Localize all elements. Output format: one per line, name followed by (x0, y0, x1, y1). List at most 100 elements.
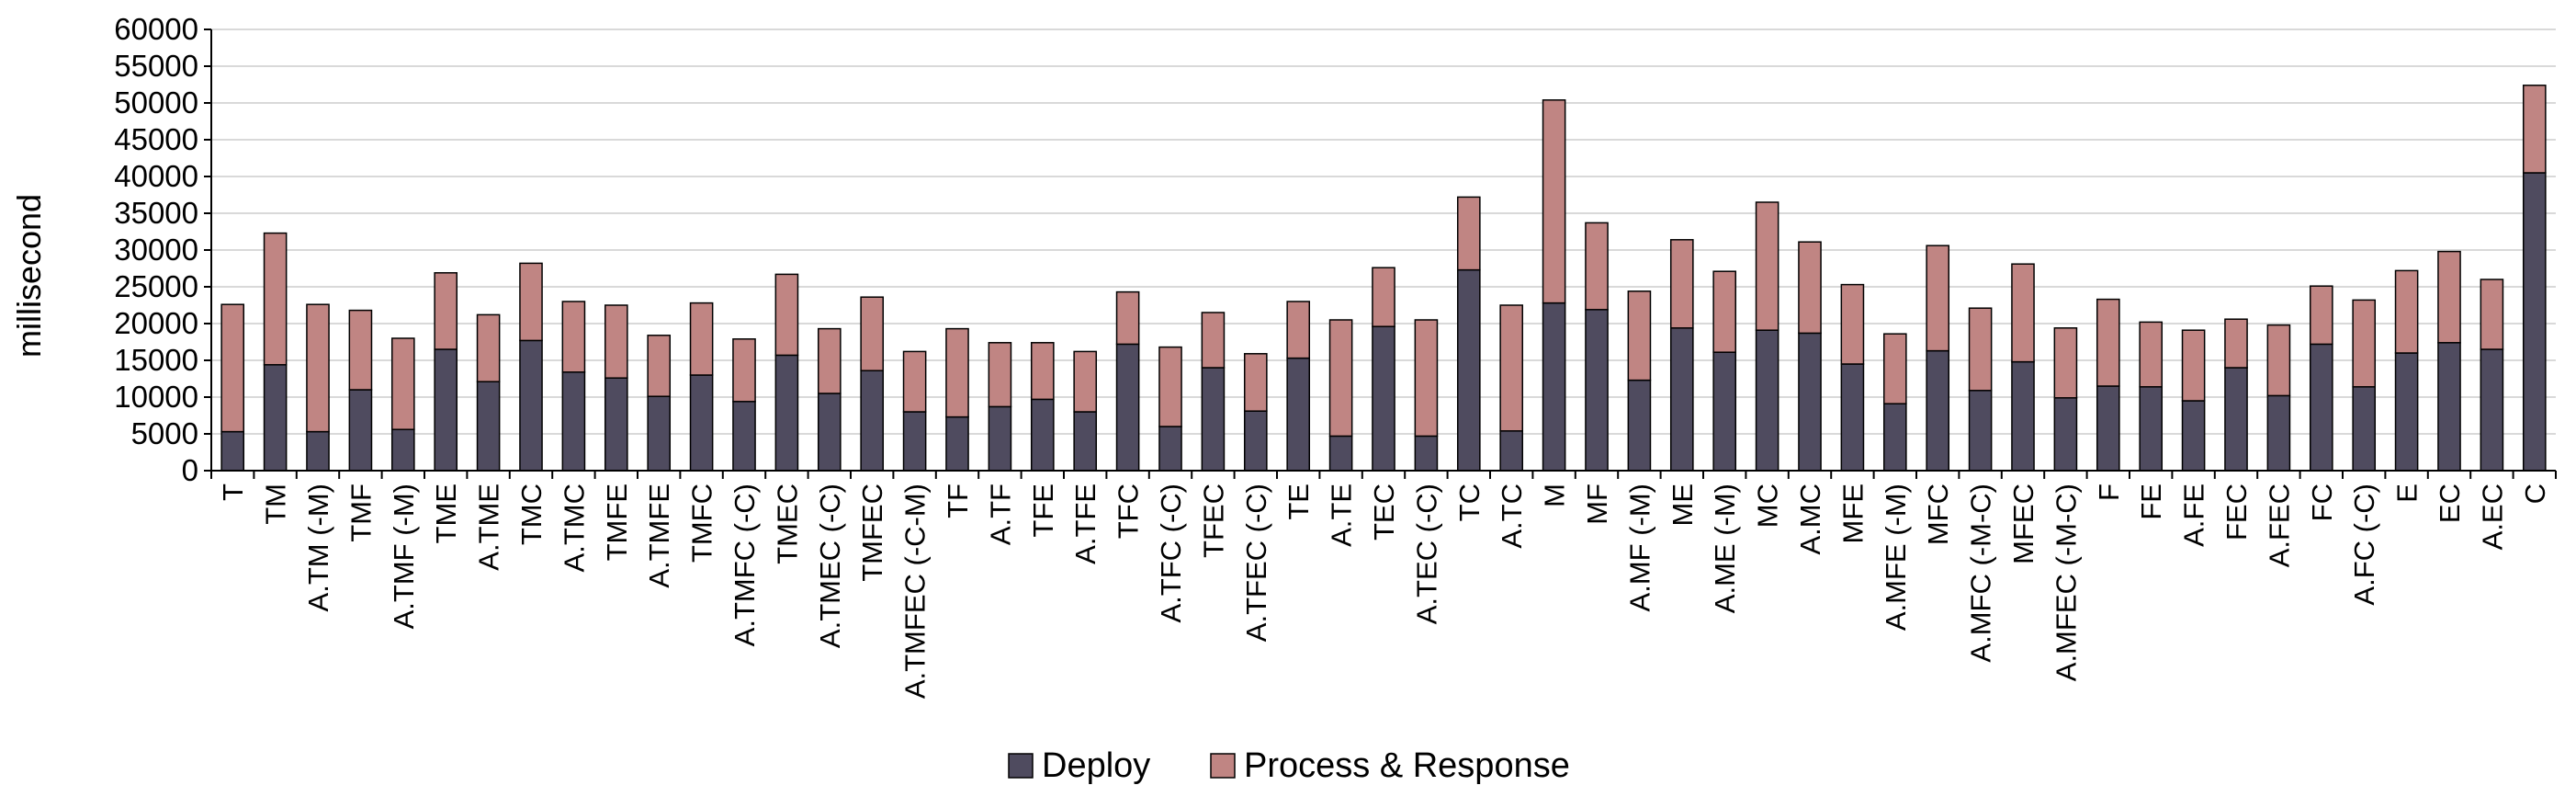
bar-deploy-a-mf-m (1627, 379, 1652, 472)
bar-process-response-tf (945, 327, 969, 418)
bar-process-response-m (1542, 99, 1566, 304)
bar-deploy-tmfc (689, 374, 714, 472)
y-tick-label: 25000 (114, 269, 198, 303)
bar-process-response-a-tmf-m (390, 337, 415, 430)
bar-deploy-fe (2139, 386, 2164, 472)
x-tick-label-tme: TME (430, 484, 462, 543)
bar-process-response-tc (1456, 196, 1481, 271)
bar-deploy-tmf (348, 389, 373, 472)
bar-deploy-mf (1585, 309, 1609, 472)
y-tick-labels: 0500010000150002000025000300003500040000… (114, 12, 198, 487)
bar-process-response-tm (263, 232, 288, 366)
bar-process-response-tfec (1201, 312, 1226, 369)
bar-deploy-fec (2224, 367, 2248, 472)
bar-process-response-a-mfc-m-c (1968, 307, 1993, 392)
bar-deploy-ec (2437, 342, 2461, 472)
bar-deploy-a-ec (2480, 348, 2504, 472)
bar-process-response-a-fec (2266, 324, 2291, 397)
bar-process-response-c (2522, 85, 2547, 174)
bar-process-response-a-tec-c (1414, 319, 1439, 438)
bar-process-response-me (1669, 239, 1694, 329)
x-tick-label-a-tmfec-c-m: A.TMFEC (-C-M) (899, 484, 932, 699)
bar-process-response-a-fc-c (2352, 299, 2377, 388)
x-tick-label-mc: MC (1752, 484, 1784, 528)
x-tick-label-a-tmfc-c: A.TMFC (-C) (729, 484, 761, 646)
bar-deploy-a-tmec-c (817, 393, 842, 472)
bar-process-response-f (2096, 298, 2120, 387)
bar-process-response-ec (2437, 250, 2461, 344)
bar-process-response-a-tfec-c (1243, 353, 1268, 412)
x-tick-label-tfe: TFE (1027, 484, 1059, 538)
bar-process-response-a-tfe (1073, 350, 1098, 413)
bar-deploy-a-tmf-m (390, 428, 415, 472)
legend-label-deploy: Deploy (1042, 746, 1150, 785)
x-tick-label-m: M (1539, 484, 1571, 507)
bar-process-response-tmfec (860, 296, 885, 371)
bar-deploy-a-fc-c (2352, 386, 2377, 472)
bar-deploy-a-mfc-m-c (1968, 390, 1993, 472)
bar-deploy-a-mc (1798, 332, 1822, 472)
bar-deploy-a-te (1328, 435, 1353, 472)
bar-deploy-a-mfe-m (1882, 403, 1907, 472)
bar-deploy-tm (263, 364, 288, 472)
x-tick-label-a-fec: A.FEC (2263, 484, 2295, 567)
x-tick-label-a-tmfe: A.TMFE (643, 484, 675, 588)
bar-process-response-te (1286, 301, 1311, 359)
y-tick-label: 5000 (131, 416, 198, 450)
x-tick-label-t: T (217, 484, 249, 501)
y-axis-title: millisecond (10, 194, 48, 358)
bar-deploy-a-tfec-c (1243, 410, 1268, 472)
y-tick-label: 20000 (114, 306, 198, 340)
legend-label-process-response: Process & Response (1244, 746, 1570, 785)
y-tick-label: 45000 (114, 122, 198, 156)
x-tick-label-te: TE (1282, 484, 1315, 520)
x-tick-label-a-tfc-c: A.TFC (-C) (1155, 484, 1187, 623)
bar-deploy-a-me-m (1712, 351, 1737, 472)
x-tick-label-a-tme: A.TME (473, 484, 505, 571)
bar-deploy-tf (945, 415, 969, 472)
bar-deploy-a-tm-m (306, 430, 330, 472)
bar-deploy-tmfec (860, 370, 885, 472)
bar-process-response-a-tm-m (306, 303, 330, 433)
bar-process-response-a-mfec-m-c (2053, 327, 2078, 399)
bar-process-response-a-me-m (1712, 270, 1737, 353)
bars (220, 85, 2547, 472)
bar-deploy-a-tmfec-c-m (902, 411, 927, 472)
x-tick-labels: T TM A.TM (-M) TMF A.TMF (-M) TME A.TME TMC A.TM… (217, 484, 2551, 699)
bar-deploy-a-tmc (561, 371, 586, 472)
bar-process-response-a-mfe-m (1882, 333, 1907, 404)
x-tick-label-tec: TEC (1368, 484, 1400, 541)
y-tick-label: 10000 (114, 380, 198, 414)
bar-deploy-a-tec-c (1414, 435, 1439, 472)
bar-process-response-tmfe (604, 304, 628, 379)
bar-process-response-fe (2139, 321, 2164, 388)
bar-deploy-tfec (1201, 367, 1226, 472)
x-tick-label-tmfec: TMFEC (856, 484, 888, 582)
x-tick-label-a-tm-m: A.TM (-M) (302, 484, 334, 611)
bar-process-response-tfe (1030, 342, 1055, 401)
y-tick-label: 15000 (114, 343, 198, 377)
bar-process-response-a-tmfe (647, 335, 672, 397)
bar-process-response-tmfc (689, 302, 714, 376)
bar-process-response-a-tc (1499, 304, 1524, 432)
x-tick-label-a-mfe-m: A.MFE (-M) (1880, 484, 1912, 631)
bar-deploy-tfe (1030, 398, 1055, 472)
x-tick-label-a-tmf-m: A.TMF (-M) (388, 484, 420, 629)
x-tick-label-a-mfec-m-c: A.MFEC (-M-C) (2050, 484, 2082, 681)
bar-process-response-mf (1585, 222, 1609, 311)
bar-process-response-a-ec (2480, 279, 2504, 350)
x-tick-label-f: F (2093, 484, 2125, 501)
x-tick-label-a-tf: A.TF (984, 484, 1016, 545)
bar-process-response-a-tmfc-c (732, 338, 756, 403)
x-tick-label-a-tc: A.TC (1496, 484, 1528, 549)
x-tick-label-mfec: MFEC (2007, 484, 2039, 564)
legend-swatch-deploy (1008, 753, 1034, 779)
bar-process-response-a-tmc (561, 301, 586, 373)
bar-deploy-a-tc (1499, 430, 1524, 472)
x-tick-label-c: C (2519, 484, 2551, 504)
bar-deploy-tfc (1115, 343, 1140, 472)
bar-process-response-mc (1755, 201, 1779, 331)
bar-deploy-a-tmfe (647, 395, 672, 472)
x-tick-label-a-tfe: A.TFE (1069, 484, 1102, 564)
